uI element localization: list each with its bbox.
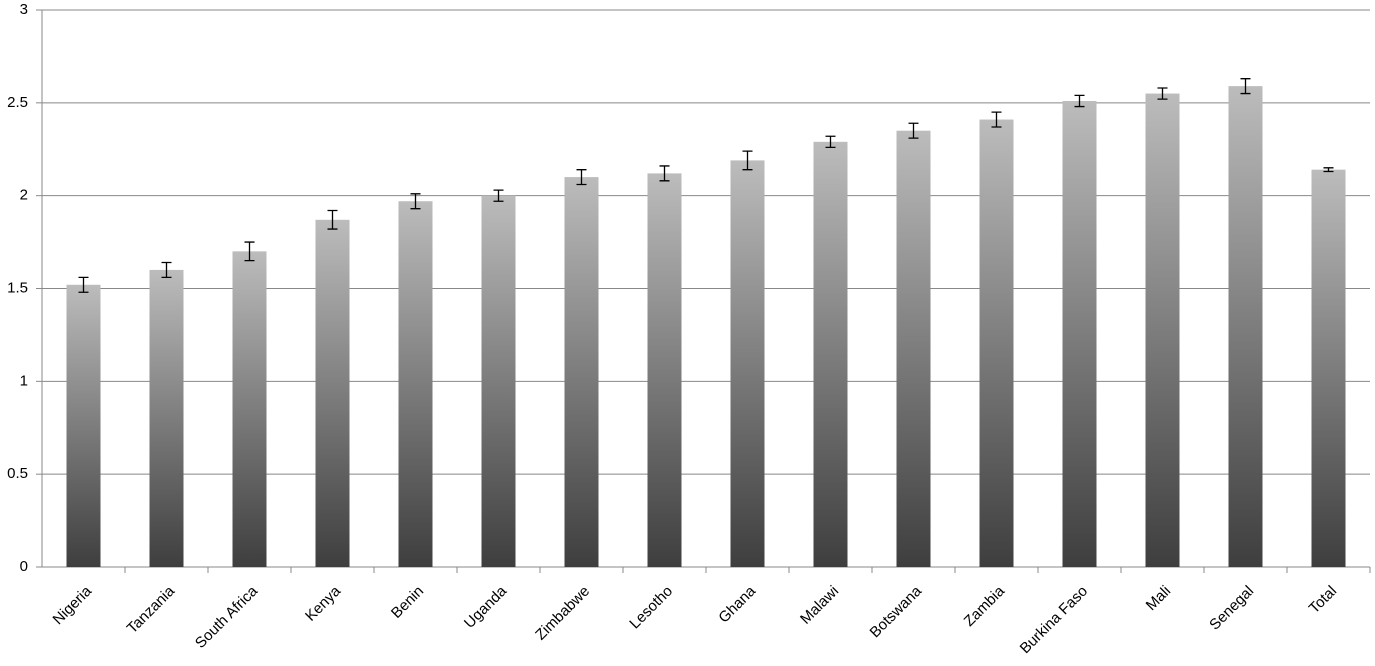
x-tick-label: Zambia [961, 582, 1009, 630]
x-tick-label: Burkina Faso [1017, 583, 1092, 658]
y-tick-label: 2 [20, 187, 28, 204]
bar [1311, 169, 1346, 567]
error-bar [1240, 78, 1251, 95]
y-tick-label: 2.5 [7, 94, 28, 111]
error-bar [576, 169, 587, 186]
bar [232, 251, 267, 567]
bar [896, 130, 931, 567]
error-bar [1074, 94, 1085, 108]
x-tick-label: Senegal [1206, 583, 1257, 634]
x-tick-label: Benin [388, 583, 427, 622]
bar [1228, 86, 1263, 567]
bar [564, 177, 599, 567]
bar [979, 119, 1014, 567]
error-bar [991, 111, 1002, 128]
x-tick-label: Botswana [867, 582, 926, 641]
x-tick-label: Nigeria [50, 582, 96, 628]
bar [398, 201, 433, 567]
x-tick-label: South Africa [192, 582, 262, 652]
y-tick-label: 3 [20, 1, 28, 18]
x-tick-label: Ghana [715, 582, 759, 626]
bar [1145, 93, 1180, 568]
y-tick-label: 1.5 [7, 279, 28, 296]
bar [1062, 100, 1097, 567]
y-tick-label: 0 [20, 558, 28, 575]
x-tick-label: Malawi [797, 583, 842, 628]
bar [481, 195, 516, 567]
x-tick-label: Kenya [302, 582, 345, 625]
error-bar [244, 241, 255, 262]
error-bar [742, 150, 753, 171]
x-tick-label: Mali [1143, 583, 1174, 614]
x-tick-label: Uganda [461, 582, 511, 632]
bar [66, 284, 101, 567]
error-bar [1157, 87, 1168, 100]
bar [149, 269, 184, 567]
error-bar [659, 165, 670, 182]
error-bar [908, 122, 919, 139]
y-tick-label: 0.5 [7, 465, 28, 482]
x-tick-label: Zimbabwe [532, 583, 593, 644]
bar [730, 160, 765, 567]
y-tick-label: 1 [20, 372, 28, 389]
x-tick-label: Lesotho [626, 583, 676, 633]
error-bar [78, 276, 89, 293]
error-bar [825, 135, 836, 149]
error-bar [410, 193, 421, 210]
error-bar [493, 189, 504, 202]
bar [647, 173, 682, 568]
error-bar [1323, 167, 1334, 173]
error-bar [327, 209, 338, 230]
error-bar [161, 261, 172, 279]
x-tick-label: Total [1306, 583, 1340, 617]
bar [813, 141, 848, 567]
x-tick-label: Tanzania [124, 582, 179, 637]
bar [315, 219, 350, 567]
